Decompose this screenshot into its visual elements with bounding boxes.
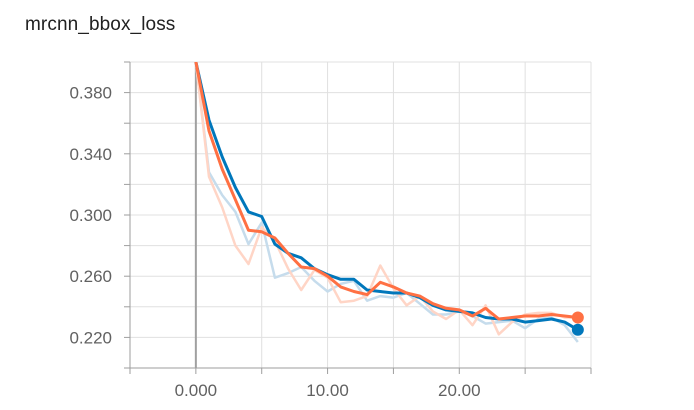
x-tick-label: 10.00 <box>306 381 349 400</box>
tick-labels: 0.220 0.260 0.300 0.340 0.380 0.000 10.00 20.00 <box>69 84 480 400</box>
y-tick-label: 0.380 <box>69 84 112 103</box>
x-tick-label: 20.00 <box>438 381 481 400</box>
x-tick-label: 0.000 <box>175 381 218 400</box>
chart-title: mrcnn_bbox_loss <box>25 14 176 35</box>
series-end-marker <box>571 323 584 336</box>
series-raw-line <box>194 62 579 343</box>
axes <box>124 61 592 374</box>
series-end-marker <box>571 311 584 324</box>
series-smoothed-line <box>194 62 580 332</box>
series-smoothed-line <box>194 62 580 321</box>
series-group <box>194 62 580 343</box>
y-tick-label: 0.340 <box>69 145 112 164</box>
y-tick-label: 0.300 <box>69 206 112 225</box>
y-tick-label: 0.260 <box>69 267 112 286</box>
y-tick-label: 0.220 <box>69 328 112 347</box>
